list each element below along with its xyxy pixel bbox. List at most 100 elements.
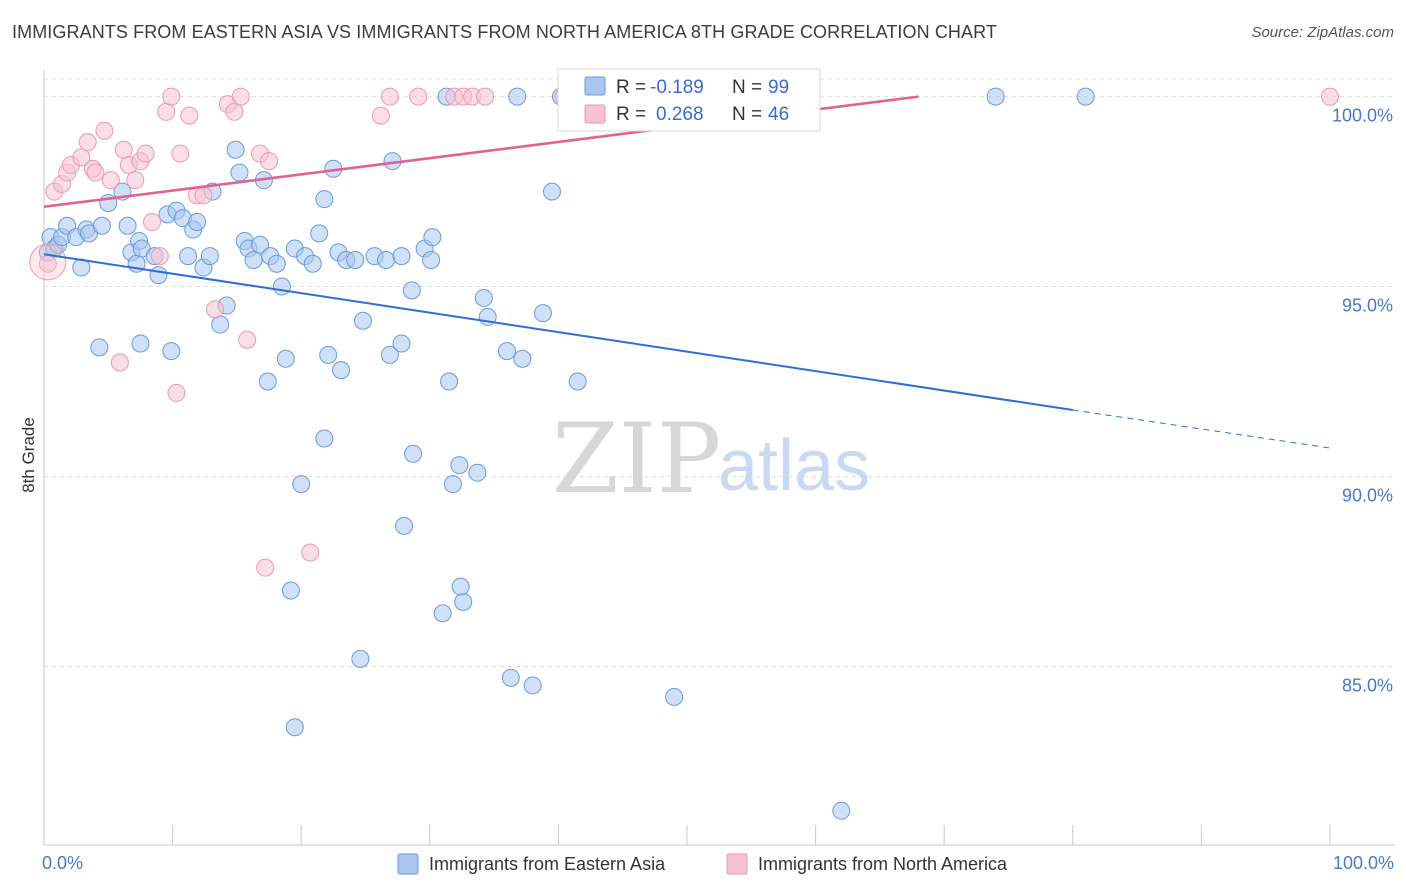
y-tick-label: 95.0% bbox=[1342, 296, 1393, 316]
legend-swatch-eastern-asia[interactable] bbox=[397, 853, 419, 875]
point-eastern-asia bbox=[211, 315, 230, 334]
point-eastern-asia bbox=[533, 304, 552, 323]
point-eastern-asia bbox=[258, 372, 277, 391]
point-eastern-asia bbox=[162, 342, 181, 361]
grid-layer bbox=[44, 78, 1395, 667]
stats-swatch-pink bbox=[584, 104, 606, 124]
point-eastern-asia bbox=[351, 649, 370, 668]
point-eastern-asia bbox=[267, 254, 286, 273]
point-north-america bbox=[194, 186, 213, 205]
point-eastern-asia bbox=[474, 288, 493, 307]
y-tick-label: 85.0% bbox=[1342, 675, 1393, 695]
point-north-america bbox=[371, 106, 390, 125]
point-eastern-asia bbox=[422, 250, 441, 269]
point-north-america bbox=[157, 102, 176, 121]
point-eastern-asia bbox=[523, 676, 542, 695]
point-eastern-asia bbox=[451, 577, 470, 596]
legend-label-north-america[interactable]: Immigrants from North America bbox=[758, 854, 1008, 874]
point-eastern-asia bbox=[542, 182, 561, 201]
point-eastern-asia bbox=[319, 345, 338, 364]
point-eastern-asia bbox=[832, 801, 851, 820]
stats-n-value-2: 46 bbox=[768, 104, 789, 125]
point-eastern-asia bbox=[380, 345, 399, 364]
point-eastern-asia bbox=[131, 334, 150, 353]
point-eastern-asia bbox=[281, 581, 300, 600]
point-eastern-asia bbox=[118, 216, 137, 235]
watermark: ZIP atlas bbox=[552, 403, 870, 515]
point-eastern-asia bbox=[188, 212, 207, 231]
point-north-america bbox=[126, 171, 145, 190]
stats-r-label-1: R = bbox=[616, 77, 646, 98]
point-eastern-asia bbox=[276, 349, 295, 368]
point-north-america bbox=[78, 133, 97, 152]
stats-legend-box: R = -0.189 N = 99 R = 0.268 N = 46 bbox=[557, 68, 821, 132]
point-eastern-asia bbox=[310, 224, 329, 243]
point-eastern-asia bbox=[513, 349, 532, 368]
point-eastern-asia bbox=[423, 228, 442, 247]
point-north-america bbox=[301, 543, 320, 562]
y-tick-label: 90.0% bbox=[1342, 485, 1393, 505]
point-north-america bbox=[260, 152, 279, 171]
point-eastern-asia bbox=[440, 372, 459, 391]
point-north-america bbox=[101, 171, 120, 190]
point-north-america bbox=[180, 106, 199, 125]
point-eastern-asia bbox=[179, 247, 198, 266]
point-north-america bbox=[167, 383, 186, 402]
x-tick-label-min: 0.0% bbox=[42, 853, 83, 873]
stats-r-label-2: R = bbox=[616, 104, 646, 125]
chart-title: IMMIGRANTS FROM EASTERN ASIA VS IMMIGRAN… bbox=[12, 22, 998, 42]
y-axis-label: 8th Grade bbox=[19, 417, 38, 493]
x-tick-label-max: 100.0% bbox=[1333, 853, 1394, 873]
point-eastern-asia bbox=[251, 235, 270, 254]
point-north-america bbox=[171, 144, 190, 163]
point-north-america bbox=[162, 87, 181, 106]
point-north-america bbox=[86, 163, 105, 182]
y-tick-label: 100.0% bbox=[1332, 106, 1393, 126]
point-eastern-asia bbox=[392, 334, 411, 353]
point-eastern-asia bbox=[230, 163, 249, 182]
trend-line-eastern-asia-extension bbox=[1072, 409, 1331, 449]
point-north-america bbox=[409, 87, 428, 106]
point-north-america bbox=[72, 148, 91, 167]
axis-layer: 85.0% 90.0% 95.0% 100.0% 0.0% 100.0% bbox=[42, 70, 1395, 873]
point-eastern-asia bbox=[226, 140, 245, 159]
point-eastern-asia bbox=[497, 342, 516, 361]
point-eastern-asia bbox=[200, 247, 219, 266]
legend-swatch-north-america[interactable] bbox=[726, 853, 748, 875]
point-eastern-asia bbox=[285, 718, 304, 737]
stats-n-label-1: N = bbox=[732, 77, 762, 98]
point-eastern-asia bbox=[433, 604, 452, 623]
chart-source: Source: ZipAtlas.com bbox=[1251, 24, 1394, 41]
point-eastern-asia bbox=[501, 668, 520, 687]
stats-r-value-2: 0.268 bbox=[656, 104, 704, 125]
point-north-america bbox=[136, 144, 155, 163]
point-north-america bbox=[225, 102, 244, 121]
point-north-america bbox=[95, 121, 114, 140]
point-eastern-asia bbox=[315, 190, 334, 209]
point-eastern-asia bbox=[90, 338, 109, 357]
point-north-america bbox=[150, 247, 169, 266]
trend-line-eastern-asia bbox=[43, 253, 1073, 412]
point-eastern-asia bbox=[404, 444, 423, 463]
point-north-america bbox=[114, 140, 133, 159]
bottom-legend: Immigrants from Eastern Asia Immigrants … bbox=[397, 853, 1008, 875]
point-north-america bbox=[231, 87, 250, 106]
point-eastern-asia bbox=[92, 216, 111, 235]
point-cluster-large bbox=[29, 243, 67, 281]
legend-label-eastern-asia[interactable]: Immigrants from Eastern Asia bbox=[429, 854, 666, 874]
point-eastern-asia bbox=[568, 372, 587, 391]
point-north-america bbox=[380, 87, 399, 106]
point-eastern-asia bbox=[402, 281, 421, 300]
stats-n-value-1: 99 bbox=[768, 77, 789, 98]
point-north-america bbox=[256, 558, 275, 577]
point-eastern-asia bbox=[392, 247, 411, 266]
point-eastern-asia bbox=[986, 87, 1005, 106]
point-north-america bbox=[206, 300, 225, 319]
point-eastern-asia bbox=[346, 250, 365, 269]
point-eastern-asia bbox=[149, 266, 168, 285]
point-north-america bbox=[110, 353, 129, 372]
point-north-america bbox=[238, 330, 257, 349]
stats-swatch-blue bbox=[584, 76, 606, 96]
point-eastern-asia bbox=[377, 250, 396, 269]
